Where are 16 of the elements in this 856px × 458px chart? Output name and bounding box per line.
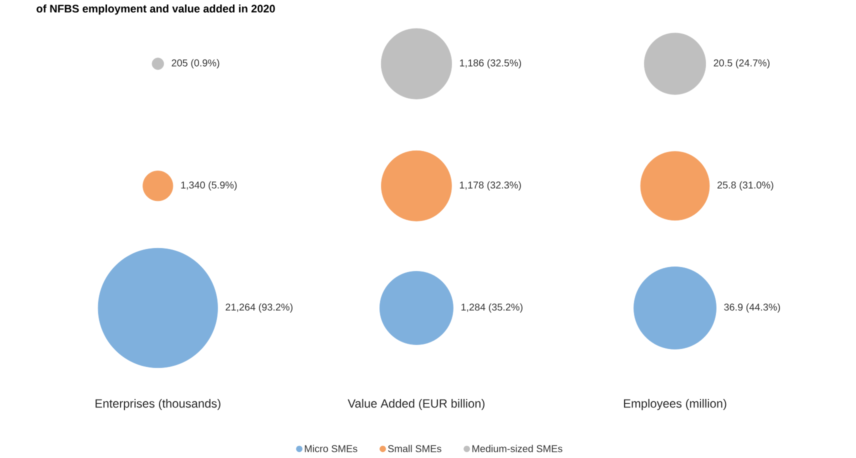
data-label: 25.8 (31.0%) [717,182,774,191]
data-label: 21,264 (93.2%) [226,304,292,313]
legend-label: Micro SMEs [304,445,358,452]
category-label: Value Added (EUR billion) [348,399,484,410]
text: of NFBS employment and value added in 2020 [36,4,275,15]
data-label: 1,284 (35.2%) [461,304,522,313]
data-label: 1,178 (32.3%) [460,182,521,191]
legend-label: Small SMEs [388,445,442,452]
data-label: 20.5 (24.7%) [714,59,770,69]
data-label: 36.9 (44.3%) [724,304,780,313]
data-label: 1,340 (5.9%) [181,182,237,191]
data-label: 1,186 (32.5%) [460,59,522,69]
category-label: Enterprises (thousands) [96,399,220,410]
category-label: Employees (million) [624,399,726,410]
data-label: 205 (0.9%) [172,59,220,69]
legend-label: Medium-sized SMEs [472,445,562,452]
